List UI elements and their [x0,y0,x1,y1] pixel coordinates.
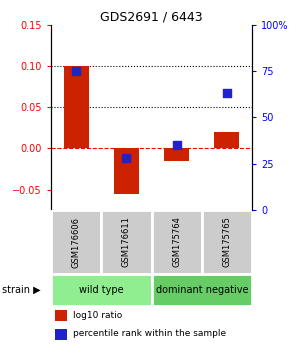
Bar [202,210,252,274]
Bar [152,274,252,306]
Bar [164,148,189,161]
Point [74,68,79,74]
Text: log10 ratio: log10 ratio [73,311,122,320]
Bar [64,66,89,148]
Point [124,155,129,161]
Bar [51,210,101,274]
Text: GSM176606: GSM176606 [72,217,81,268]
Text: percentile rank within the sample: percentile rank within the sample [73,329,226,338]
Title: GDS2691 / 6443: GDS2691 / 6443 [100,11,203,24]
Bar [55,329,67,339]
Text: wild type: wild type [79,285,124,295]
Bar [101,210,152,274]
Bar [51,274,152,306]
Text: GSM175764: GSM175764 [172,217,181,267]
Text: GSM175765: GSM175765 [222,217,231,267]
Text: strain ▶: strain ▶ [2,285,40,295]
Bar [55,310,67,321]
Bar [214,132,239,148]
Point [224,91,229,96]
Bar [152,210,202,274]
Text: dominant negative: dominant negative [155,285,248,295]
Bar [114,148,139,194]
Text: GSM176611: GSM176611 [122,217,131,267]
Point [174,142,179,148]
